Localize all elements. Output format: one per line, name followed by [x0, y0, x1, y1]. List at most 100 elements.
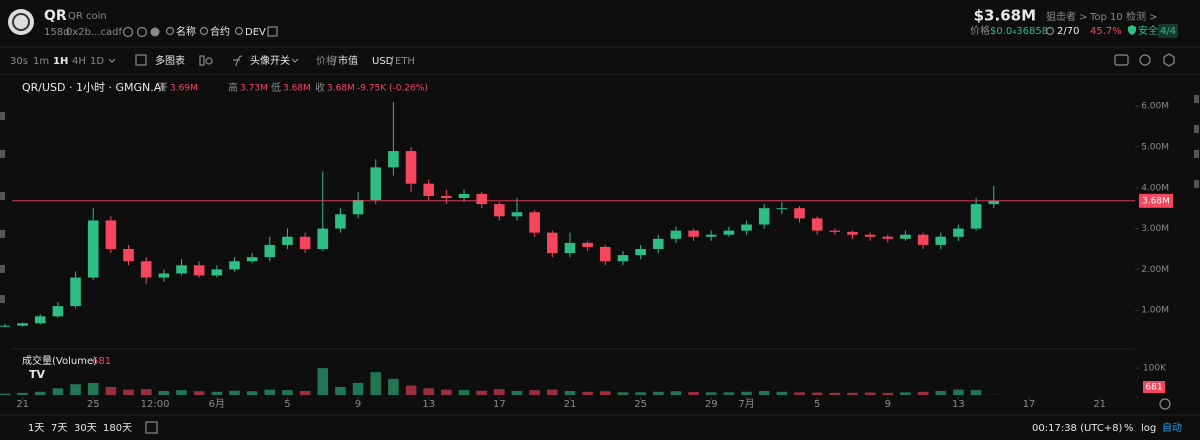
interval-active[interactable]: 1H — [53, 56, 68, 67]
indicator-icon — [205, 57, 213, 65]
check-label[interactable]: 检测 > — [1126, 10, 1158, 23]
y-tick-label: 5.00M — [1141, 142, 1169, 152]
token-symbol: QR — [44, 8, 67, 24]
volume-bar — [811, 392, 823, 395]
multi-chart[interactable]: 多图表 — [155, 54, 185, 67]
hex-icon[interactable] — [1163, 53, 1175, 67]
candle-body — [705, 234, 717, 237]
interval[interactable]: 1m — [33, 56, 49, 67]
volume-bar — [458, 390, 470, 395]
candle-body — [299, 236, 311, 249]
interval[interactable]: 4H — [72, 56, 86, 67]
volume-bar — [741, 391, 752, 395]
candle-body — [335, 214, 346, 229]
range[interactable]: 180天 — [103, 423, 132, 434]
check-badge — [1158, 24, 1178, 38]
snipers: 2/70 — [1057, 26, 1079, 37]
x-tick-label: 7月 — [738, 398, 754, 410]
volume-bar — [0, 393, 11, 395]
avatar-menu[interactable] — [291, 58, 299, 63]
volume-bar — [405, 385, 417, 395]
y-tick-label: 3.00M — [1141, 224, 1169, 234]
candle-body — [405, 151, 417, 184]
x-tick-label: 9 — [885, 399, 891, 410]
volume-bar — [582, 391, 593, 395]
interval-menu[interactable] — [108, 58, 116, 63]
price: $0.0₄36858 — [990, 26, 1048, 37]
candle-body — [264, 244, 276, 258]
user-icon[interactable] — [136, 26, 148, 38]
open-label: 开 — [158, 83, 168, 94]
volume-bar — [17, 392, 28, 395]
avatar-toggle[interactable]: 头像开关 — [250, 54, 290, 67]
volume-bar — [264, 389, 276, 395]
range[interactable]: 30天 — [74, 423, 97, 434]
search-name[interactable]: 名称 — [176, 25, 196, 38]
plot-area: 1.00M 2.00M 3.00M 4.00M 5.00M 6.00M 100K 21 25 12… — [0, 102, 1173, 410]
interval[interactable]: 1D — [90, 56, 104, 67]
volume-bar — [176, 390, 187, 395]
volume-bar — [864, 392, 876, 395]
y-tick-label: 1.00M — [1141, 306, 1169, 316]
price-label: 价格 — [970, 24, 990, 37]
candle-body — [599, 246, 611, 262]
candle-body — [864, 234, 876, 237]
volume-bar — [758, 390, 770, 395]
percent-toggle[interactable]: % — [1124, 423, 1134, 434]
volume-bar — [617, 392, 629, 395]
range[interactable]: 1天 — [28, 423, 44, 434]
candle-body — [970, 204, 982, 229]
volume-title: 成交量(Volume) — [22, 354, 97, 367]
axis-settings[interactable] — [1159, 398, 1171, 410]
volume-bar — [476, 390, 487, 395]
candle-body — [476, 193, 487, 205]
volume-last: 681 — [92, 356, 111, 367]
candle-body — [34, 316, 46, 324]
volume-bar — [529, 390, 540, 395]
settings-icon[interactable] — [1139, 54, 1151, 66]
token-address: 0x2b...cadf — [66, 27, 123, 38]
candle-body — [882, 236, 894, 239]
social-icon[interactable] — [150, 27, 160, 37]
check-status: 安全 — [1138, 24, 1158, 37]
price-toggle[interactable]: 价格 — [316, 54, 336, 67]
x-tick-label: 9 — [355, 399, 361, 410]
candle-body — [529, 212, 540, 233]
market-cap-toggle[interactable]: 市值 — [338, 54, 358, 67]
candle-body — [582, 242, 593, 247]
volume-bar — [123, 389, 134, 395]
web-icon[interactable] — [122, 26, 134, 38]
volume-bar — [511, 390, 523, 395]
volume-bar — [917, 391, 929, 395]
share-icon[interactable] — [267, 26, 278, 37]
fx-icon[interactable] — [233, 55, 243, 67]
interval[interactable]: 30s — [10, 56, 28, 67]
candle-body — [917, 234, 929, 245]
volume-bar — [599, 391, 611, 395]
search-contract[interactable]: 合约 — [210, 25, 230, 38]
volume-bar — [52, 388, 64, 395]
indicator-icon[interactable] — [199, 55, 205, 66]
close-value: 3.68M — [327, 84, 355, 94]
auto-toggle[interactable]: 自动 — [1162, 421, 1182, 434]
calendar-icon[interactable] — [145, 421, 158, 434]
usd-toggle[interactable]: USD — [372, 56, 394, 67]
high-value: 3.73M — [240, 84, 268, 94]
log-toggle[interactable]: log — [1141, 423, 1156, 434]
candle-body — [617, 255, 629, 262]
camera-icon[interactable] — [1114, 54, 1129, 66]
candle-body — [423, 183, 435, 196]
x-tick-label: 17 — [493, 399, 506, 410]
volume-bar — [723, 392, 735, 395]
search-dev[interactable]: DEV — [245, 27, 266, 38]
candle-body — [87, 220, 99, 278]
candle-body — [158, 273, 170, 278]
candle-body — [953, 228, 964, 237]
snipers-label[interactable]: 狙击者 > — [1046, 11, 1088, 23]
clock: 00:17:38 (UTC+8) — [1032, 423, 1123, 434]
eth-toggle[interactable]: ETH — [395, 56, 415, 67]
x-tick-label: 5 — [284, 399, 290, 410]
range[interactable]: 7天 — [51, 423, 67, 434]
